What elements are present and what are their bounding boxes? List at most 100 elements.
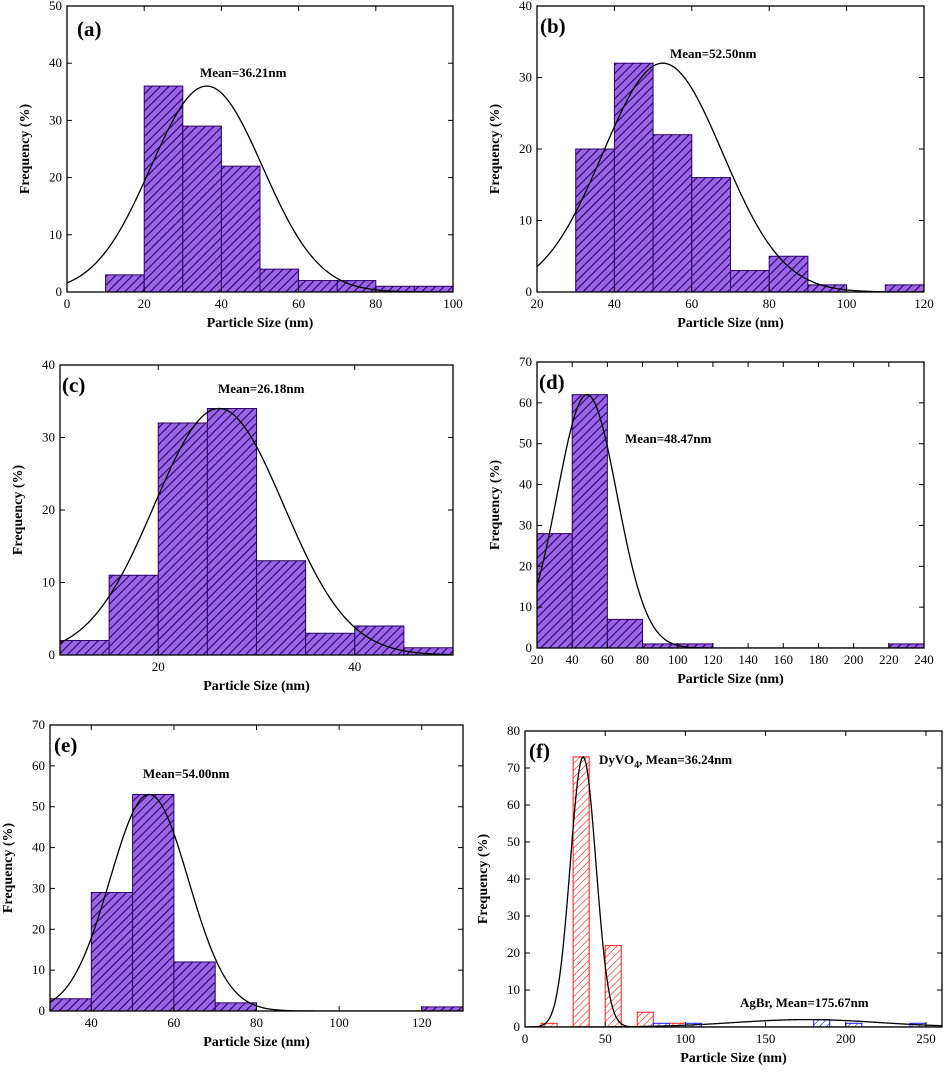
y-tick-label: 30 [519,70,532,85]
y-axis-label: Frequency (%) [488,459,503,550]
y-tick-label: 0 [526,284,533,299]
histogram-bar [173,961,216,1011]
mean-annotation: DyVO4, Mean=36.24nm [599,752,732,771]
histogram-bar [354,625,405,655]
x-axis-label: Particle Size (nm) [203,679,310,694]
gaussian-fit-curve [60,407,453,655]
y-tick-label: 50 [519,436,532,451]
mean-annotation: Mean=48.47nm [625,431,712,446]
histogram-bar [259,268,300,292]
x-tick-label: 40 [608,296,621,311]
y-tick-label: 60 [507,797,520,812]
histogram-bar [807,284,848,292]
y-tick-label: 10 [507,982,520,997]
x-tick-label: 100 [837,296,857,311]
y-tick-label: 30 [519,517,532,532]
x-tick-label: 60 [292,296,305,311]
y-tick-label: 30 [507,908,520,923]
chart-panel-d: 20 40 60 80 100 120 140 160 180 200 220 240 0 10 20 30 4… [488,354,934,687]
histogram-bar [606,618,644,648]
gaussian-fit-curve [50,793,463,1011]
y-tick-label: 20 [32,921,45,936]
mean-annotation: Mean=26.18nm [218,381,305,396]
x-tick-label: 150 [756,1031,776,1046]
histogram-bar [108,574,159,655]
y-tick-label: 10 [42,575,55,590]
x-tick-label: 80 [636,652,649,667]
x-tick-label: 80 [763,296,776,311]
y-tick-label: 30 [49,112,62,127]
x-tick-label: 250 [916,1031,936,1046]
x-tick-label: 40 [85,1015,98,1030]
y-tick-label: 0 [56,284,63,299]
x-tick-label: 100 [329,1015,349,1030]
x-axis-label: Particle Size (nm) [203,1035,310,1050]
x-tick-label: 50 [599,1031,612,1046]
plot-area [537,62,924,292]
x-tick-label: 120 [703,652,723,667]
x-tick-label: 200 [836,1031,856,1046]
y-tick-label: 40 [507,871,520,886]
histogram-bar [90,892,134,1011]
y-tick-label: 60 [32,758,45,773]
x-tick-label: 20 [531,652,544,667]
x-axis-label: Particle Size (nm) [677,672,784,687]
x-tick-label: 200 [844,652,864,667]
x-axis-label: Particle Size (nm) [207,316,314,331]
plot-area [67,85,453,292]
histogram-bar [182,125,222,292]
y-axis-label: Frequency (%) [11,464,26,555]
histogram-bar [105,274,145,292]
x-tick-label: 20 [152,659,165,674]
agbr-mean-annotation: AgBr, Mean=175.67nm [740,995,869,1010]
mean-annotation: Mean=36.21nm [200,65,287,80]
y-tick-label: 20 [519,558,532,573]
plot-area [537,394,924,648]
histogram-bar [768,255,809,292]
histogram-bar [884,284,924,292]
y-tick-label: 20 [49,170,62,185]
x-tick-label: 100 [668,652,688,667]
panel-label: (f) [529,739,550,763]
x-tick-label: 80 [250,1015,263,1030]
histogram-bar [730,270,770,292]
y-tick-label: 80 [507,723,520,738]
y-tick-label: 70 [32,717,45,732]
histogram-bar [613,62,654,292]
y-tick-label: 10 [49,227,62,242]
panel-label: (e) [54,733,77,757]
y-tick-label: 10 [519,599,532,614]
y-tick-label: 0 [49,647,56,662]
chart-panel-a: 0 20 40 60 80 100 0 10 20 30 40 50 Particle Size (nm… [18,0,463,331]
histogram-bar [413,285,453,292]
histogram-bar [636,1011,654,1027]
chart-panel-b: 20 40 60 80 100 120 0 10 20 30 40 Particle Size (nm… [488,0,934,331]
gaussian-fit-curve [537,394,924,648]
plot-area [60,407,453,655]
y-tick-label: 40 [32,840,45,855]
chart-panel-c: 20 40 0 10 20 30 40 Particle Size (nm) Frequency… [11,357,454,694]
y-tick-label: 20 [507,945,520,960]
axes-frame [66,5,454,293]
chart-panel-f: 0 50 100 150 200 250 0 10 20 30 40 50 60 70 80 Particle… [476,723,943,1066]
y-tick-label: 40 [42,357,55,372]
x-tick-label: 220 [879,652,899,667]
histogram-bar [206,408,257,655]
x-tick-label: 60 [685,296,698,311]
histogram-bar [157,422,208,655]
gaussian-fit-curve [537,62,924,292]
x-tick-label: 20 [138,296,151,311]
gaussian-fit-curve [525,756,942,1027]
histogram-bar [691,177,731,292]
mean-annotation: Mean=52.50nm [670,46,757,61]
panel-label: (b) [540,14,566,38]
x-tick-label: 120 [412,1015,432,1030]
y-tick-label: 0 [526,640,533,655]
histogram-bar [132,793,175,1011]
y-tick-label: 30 [42,430,55,445]
histogram-bar [220,165,261,292]
x-tick-label: 140 [738,652,758,667]
y-axis-label: Frequency (%) [476,833,491,924]
y-tick-label: 10 [32,962,45,977]
